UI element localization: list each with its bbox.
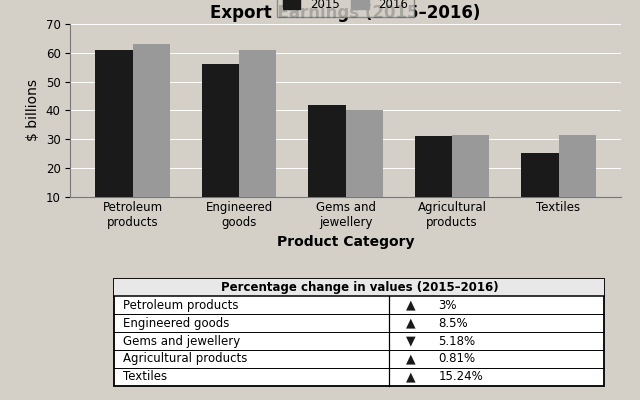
Bar (559, 135, 596, 225)
Text: ▲: ▲ (406, 299, 415, 312)
Bar (415, 136, 452, 225)
Bar (115, 278, 604, 386)
Bar (239, 50, 276, 225)
Text: 0.81%: 0.81% (438, 352, 476, 366)
Bar (95, 50, 132, 225)
Text: Textiles: Textiles (123, 370, 167, 383)
X-axis label: Product Category: Product Category (277, 235, 414, 249)
Legend: 2015, 2016: 2015, 2016 (277, 0, 414, 17)
Text: 3%: 3% (438, 299, 457, 312)
Bar (132, 44, 170, 225)
Text: 5.18%: 5.18% (438, 334, 476, 348)
Text: Petroleum products: Petroleum products (123, 299, 238, 312)
Text: ▲: ▲ (406, 352, 415, 366)
Bar (521, 154, 559, 225)
Bar (202, 64, 239, 225)
Text: ▲: ▲ (406, 370, 415, 383)
Text: Engineered goods: Engineered goods (123, 317, 229, 330)
Bar (346, 110, 383, 225)
Text: Agricultural products: Agricultural products (123, 352, 247, 366)
Text: ▼: ▼ (406, 334, 415, 348)
Text: 15.24%: 15.24% (438, 370, 483, 383)
Bar (308, 104, 346, 225)
Y-axis label: $ billions: $ billions (26, 79, 40, 141)
Bar (452, 135, 490, 225)
Text: Percentage change in values (2015–2016): Percentage change in values (2015–2016) (221, 281, 498, 294)
Bar (115, 278, 604, 296)
Text: ▲: ▲ (406, 317, 415, 330)
Title: Export Earnings (2015–2016): Export Earnings (2015–2016) (211, 4, 481, 22)
Text: Gems and jewellery: Gems and jewellery (123, 334, 240, 348)
Text: 8.5%: 8.5% (438, 317, 468, 330)
